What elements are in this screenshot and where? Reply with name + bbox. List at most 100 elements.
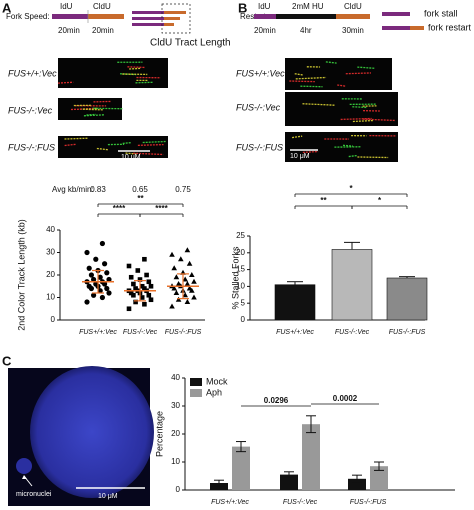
segment-label: 2mM HU	[292, 2, 324, 11]
fiber-streak	[86, 113, 96, 116]
point	[139, 295, 145, 300]
significance: **	[320, 196, 327, 205]
y-tick-label: 10	[171, 457, 180, 466]
fiber-streak	[352, 119, 373, 123]
point	[91, 292, 97, 298]
fiber-label: FUS-/-:FUS	[8, 142, 55, 152]
point	[139, 283, 145, 289]
fiber-streak	[142, 140, 167, 144]
x-tick-label: FUS-/-:FUS	[389, 329, 426, 336]
fiber-streak	[64, 143, 77, 147]
significance: *	[349, 184, 353, 193]
fiber-label: FUS-/-:Vec	[236, 102, 281, 112]
fiber-image	[58, 136, 168, 158]
x-tick-label: FUS+/+:Vec	[79, 329, 117, 336]
fiber-label: FUS-/-:Vec	[8, 105, 53, 115]
micronucleus	[16, 458, 32, 474]
x-tick-label: FUS-/-:FUS	[165, 329, 202, 336]
y-tick-label: 40	[46, 225, 55, 234]
point	[191, 294, 197, 300]
fiber-streak	[289, 80, 315, 83]
duration-label: 4hr	[300, 26, 312, 35]
header-value: 0.83	[90, 185, 106, 194]
y-axis-label: % Stalled Forks	[230, 246, 240, 310]
cldu-segment	[336, 14, 370, 19]
bar	[331, 249, 373, 321]
legend-label: Mock	[206, 376, 228, 386]
x-tick-label: FUS-/-:Vec	[283, 499, 318, 506]
duration-label: 30min	[342, 26, 364, 35]
point	[133, 286, 138, 291]
cldu-segment	[88, 14, 124, 19]
fiber-streak	[352, 106, 367, 109]
point	[148, 297, 154, 303]
point	[84, 249, 90, 256]
point	[178, 256, 184, 262]
segment-label: CldU	[344, 2, 362, 11]
significance: *	[378, 196, 382, 205]
fiber-streak	[302, 150, 319, 153]
y-tick-label: 30	[171, 401, 180, 410]
fiber-streak	[82, 108, 104, 111]
point	[146, 279, 152, 285]
point	[184, 281, 191, 286]
point	[186, 260, 193, 266]
scale-label: 10 μM	[98, 493, 118, 500]
point	[102, 261, 108, 267]
point	[97, 274, 103, 280]
legend-swatch	[190, 378, 202, 386]
fiber-streak	[340, 117, 372, 121]
point	[133, 299, 138, 305]
fiber-streak	[337, 84, 346, 87]
fiber-streak	[300, 85, 323, 88]
fiber-streak	[362, 118, 396, 122]
point	[182, 276, 188, 282]
x-tick-label: FUS-/-:FUS	[350, 499, 387, 506]
significance: ****	[155, 204, 168, 213]
point	[173, 274, 180, 280]
legend-label: fork restart	[428, 22, 472, 32]
point	[184, 299, 191, 304]
point	[146, 292, 152, 298]
fiber-streak	[57, 81, 74, 84]
x-tick-label: FUS-/-:Vec	[123, 329, 158, 336]
point	[137, 277, 143, 282]
point	[169, 251, 175, 257]
fiber-streak	[291, 135, 303, 139]
restart-icon	[382, 26, 410, 30]
panel-label: A	[2, 0, 12, 15]
duration-label: 20min	[58, 26, 80, 35]
point	[104, 270, 110, 276]
point	[135, 268, 141, 273]
scale-label: 10 μM	[290, 153, 310, 160]
y-axis-label: 2nd Color Track Length (kb)	[16, 219, 26, 331]
y-tick-label: 25	[236, 231, 245, 240]
fiber-label: FUS+/+:Vec	[236, 68, 285, 78]
nucleus	[30, 366, 154, 498]
significance: **	[137, 194, 144, 203]
tract-diagram	[132, 3, 191, 34]
point	[126, 306, 132, 312]
x-tick-label: FUS+/+:Vec	[211, 499, 249, 506]
fiber-streak	[133, 152, 164, 156]
point	[131, 281, 136, 287]
bar	[386, 277, 428, 321]
point	[142, 256, 147, 262]
point	[126, 263, 132, 269]
fiber-label: FUS-/-:FUS	[236, 142, 283, 152]
bar	[370, 466, 388, 490]
significance: 0.0002	[333, 394, 358, 403]
bar	[274, 284, 316, 321]
fiber-image	[58, 58, 168, 88]
point	[171, 265, 177, 271]
y-tick-label: 5	[241, 298, 246, 307]
point	[99, 294, 105, 301]
point	[104, 285, 110, 292]
header-value: 0.65	[132, 185, 148, 194]
fiber-streak	[64, 137, 88, 140]
legend-label: fork stall	[424, 8, 458, 18]
point	[148, 283, 154, 289]
point	[84, 299, 90, 305]
point	[175, 296, 182, 302]
legend-label: Aph	[206, 387, 222, 397]
